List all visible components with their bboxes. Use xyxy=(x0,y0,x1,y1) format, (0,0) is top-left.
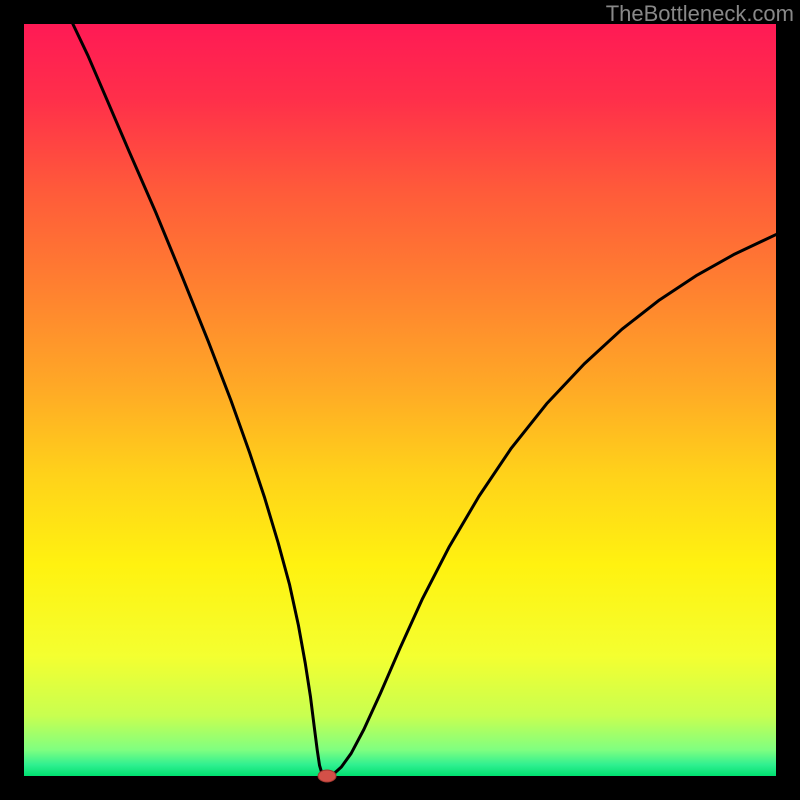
optimal-point-marker xyxy=(318,770,336,782)
plot-background xyxy=(24,24,776,776)
watermark-text: TheBottleneck.com xyxy=(606,1,794,27)
chart-container: TheBottleneck.com xyxy=(0,0,800,800)
bottleneck-chart xyxy=(0,0,800,800)
